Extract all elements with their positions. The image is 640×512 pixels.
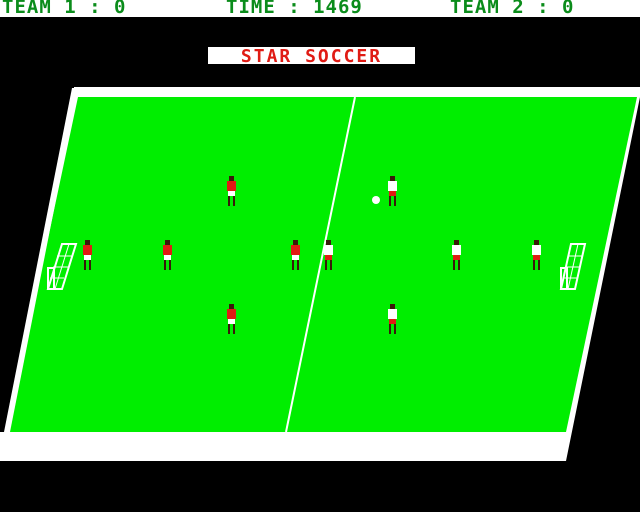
player-team1-goalkeeper	[83, 240, 92, 270]
team2-score: TEAM 2 : 0	[450, 0, 575, 18]
player-team1-lower-mid	[227, 304, 236, 334]
match-timer: TIME : 1469	[226, 0, 363, 18]
team1-score: TEAM 1 : 0	[2, 0, 127, 18]
player-team1-forward	[291, 240, 300, 270]
player-team1-upper-mid	[227, 176, 236, 206]
player-team2-defender	[452, 240, 461, 270]
player-team2-goalkeeper	[532, 240, 541, 270]
score-bar: TEAM 1 : 0 TIME : 1469 TEAM 2 : 0	[0, 0, 640, 17]
halfway-line	[285, 96, 356, 433]
right-goal	[559, 243, 587, 290]
pitch-grass	[7, 97, 637, 432]
player-team1-defender	[163, 240, 172, 270]
player-team2-lower-mid	[388, 304, 397, 334]
ball	[372, 196, 380, 204]
pitch-left-border	[4, 88, 78, 432]
game-title-banner: STAR SOCCER	[208, 46, 415, 67]
player-team2-forward	[324, 240, 333, 270]
game-title: STAR SOCCER	[240, 46, 383, 67]
left-goal	[46, 243, 78, 290]
player-team2-upper-mid	[388, 176, 397, 206]
